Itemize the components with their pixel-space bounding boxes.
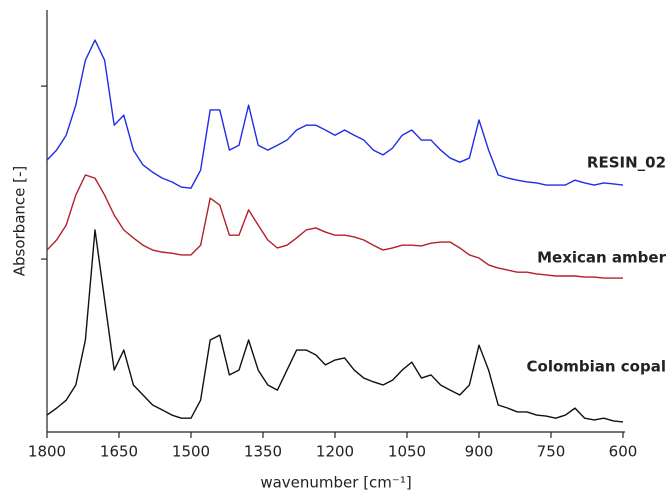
spectrum-line xyxy=(46,174,623,279)
x-tick-label: 900 xyxy=(465,443,494,461)
y-axis-label: Absorbance [-] xyxy=(11,166,29,277)
x-tick-label: 600 xyxy=(609,443,638,461)
x-axis-label: wavenumber [cm⁻¹] xyxy=(260,474,411,492)
series-label: Mexican amber xyxy=(537,249,666,267)
series-label: RESIN_02 xyxy=(587,154,666,172)
x-tick-label: 1200 xyxy=(316,443,354,461)
x-tick-label: 750 xyxy=(537,443,566,461)
x-tick-label: 1350 xyxy=(244,443,282,461)
x-tick-label: 1800 xyxy=(28,443,66,461)
x-tick-label: 1650 xyxy=(100,443,138,461)
series-label: Colombian copal xyxy=(527,358,667,376)
spectrum-line xyxy=(46,229,624,423)
x-tick-label: 1500 xyxy=(172,443,210,461)
spectrum-line xyxy=(46,39,624,189)
x-tick-label: 1050 xyxy=(388,443,426,461)
